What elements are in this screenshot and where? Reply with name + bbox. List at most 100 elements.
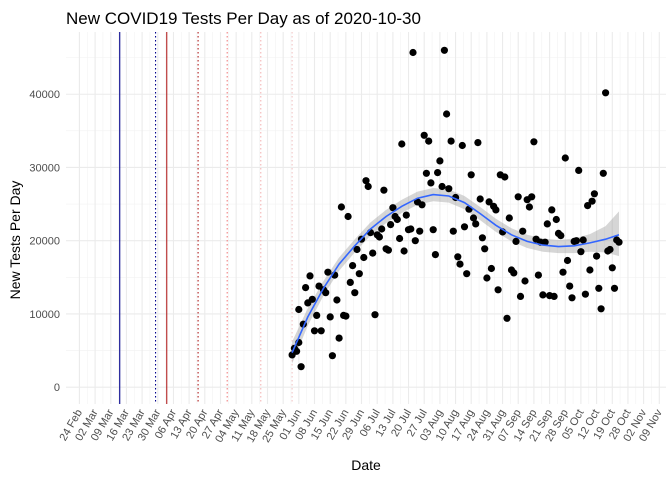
data-point [295, 305, 303, 314]
data-point [478, 234, 486, 242]
data-point [407, 225, 415, 233]
data-point [440, 46, 448, 54]
data-point [420, 131, 428, 139]
data-point [572, 237, 581, 245]
data-point [501, 173, 509, 181]
data-point [326, 313, 334, 321]
data-point [608, 264, 616, 272]
data-point [434, 169, 442, 177]
data-point [510, 269, 518, 277]
data-point [310, 327, 319, 335]
data-point [525, 203, 534, 211]
data-point [360, 253, 368, 262]
data-point [293, 347, 301, 355]
y-tick-label: 20000 [29, 236, 60, 248]
data-point [389, 204, 397, 212]
data-point [606, 245, 614, 254]
trend-line [291, 193, 620, 354]
data-point [302, 284, 310, 292]
data-point [557, 232, 565, 240]
data-point [349, 262, 357, 270]
data-point [602, 89, 610, 97]
data-point [398, 140, 406, 148]
y-tick-label: 30000 [29, 162, 60, 174]
data-point [362, 177, 370, 185]
data-point [306, 272, 314, 280]
data-point [550, 292, 558, 300]
data-point [474, 139, 482, 147]
data-point [411, 237, 419, 245]
data-point [445, 185, 453, 193]
data-point [483, 274, 491, 282]
policy-lines [119, 32, 293, 404]
data-point [528, 193, 536, 201]
data-point [380, 186, 388, 194]
data-point [494, 286, 502, 294]
data-point [512, 237, 520, 245]
data-point [449, 227, 457, 235]
data-point [402, 211, 410, 219]
data-point [481, 245, 489, 253]
data-point [425, 137, 433, 145]
data-point [593, 252, 601, 260]
data-point [563, 256, 572, 265]
data-point [559, 268, 567, 276]
data-point [599, 169, 607, 177]
trend-line-path [291, 193, 620, 354]
data-point [485, 198, 493, 206]
data-point [364, 182, 372, 191]
data-point [566, 282, 574, 290]
data-point [505, 214, 513, 222]
data-point [328, 352, 336, 360]
data-point [595, 284, 603, 292]
data-point [516, 292, 525, 300]
data-point [469, 214, 478, 222]
data-point [534, 271, 543, 279]
data-point [476, 195, 484, 203]
data-point [324, 268, 332, 276]
data-points [288, 46, 623, 371]
data-point [541, 238, 549, 246]
data-point [342, 312, 350, 320]
data-point [548, 206, 556, 214]
data-point [519, 227, 527, 235]
data-point [438, 182, 446, 191]
data-point [371, 311, 379, 319]
data-point [503, 314, 511, 322]
data-point [317, 327, 325, 335]
data-point [458, 141, 466, 150]
data-point [353, 245, 361, 254]
data-point [584, 202, 592, 210]
data-point [416, 227, 424, 235]
data-point [492, 206, 500, 214]
data-point [472, 220, 480, 228]
data-point [322, 289, 330, 297]
data-point [436, 157, 444, 165]
data-point [400, 247, 408, 255]
data-point [429, 226, 437, 234]
y-axis-title: New Tests Per Day [7, 181, 23, 300]
data-point [384, 246, 392, 254]
data-point [308, 295, 316, 303]
y-axis-ticks: 0 10000 20000 30000 40000 [29, 89, 60, 394]
data-point [313, 311, 321, 319]
data-point [333, 296, 341, 304]
y-tick-label: 0 [54, 382, 60, 394]
data-point [581, 290, 590, 298]
x-axis-title: Date [351, 457, 381, 473]
data-point [409, 48, 417, 57]
data-point [447, 137, 455, 145]
data-point [351, 289, 359, 297]
data-point [393, 215, 401, 224]
data-point [456, 260, 464, 268]
data-point [586, 266, 594, 274]
data-point [615, 238, 623, 246]
data-point [337, 203, 345, 211]
data-point [378, 225, 386, 233]
data-point [467, 171, 475, 179]
data-point [344, 212, 352, 221]
data-point [552, 215, 560, 224]
y-tick-label: 10000 [29, 309, 60, 321]
